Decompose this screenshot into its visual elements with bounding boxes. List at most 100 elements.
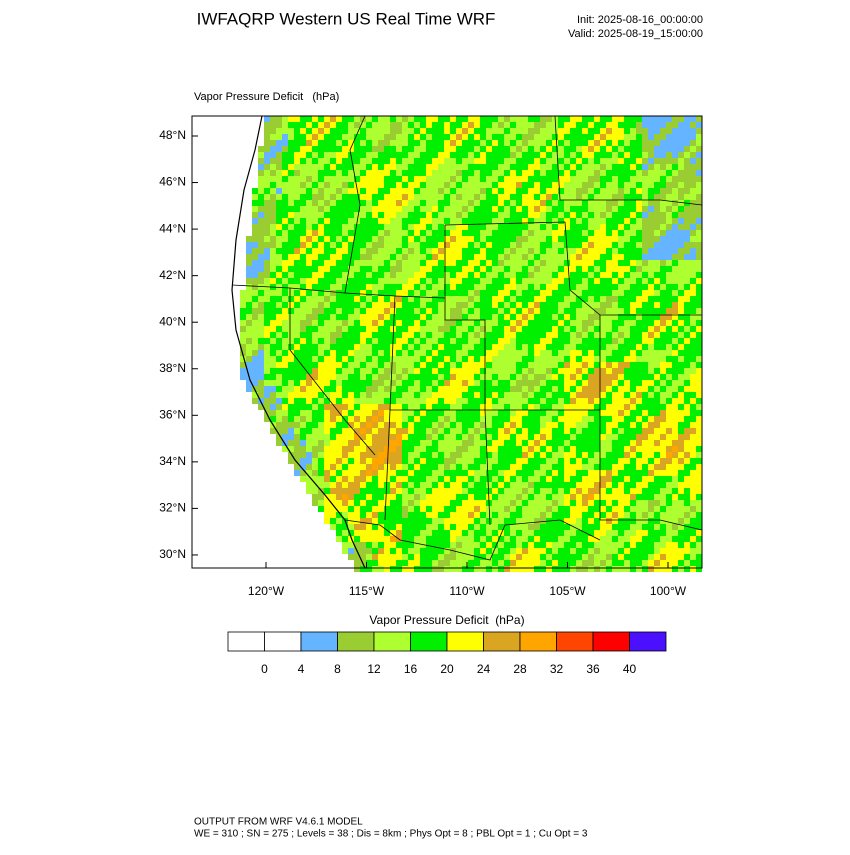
map-cell <box>684 380 690 386</box>
map-cell <box>456 290 462 296</box>
map-cell <box>528 188 534 194</box>
map-cell <box>240 158 246 164</box>
map-cell <box>222 350 228 356</box>
map-cell <box>624 434 630 440</box>
map-cell <box>282 236 288 242</box>
map-cell <box>234 284 240 290</box>
map-cell <box>228 140 234 146</box>
map-cell <box>348 362 354 368</box>
map-cell <box>660 398 666 404</box>
map-cell <box>510 380 516 386</box>
map-cell <box>240 374 246 380</box>
map-cell <box>354 134 360 140</box>
map-cell <box>420 206 426 212</box>
map-cell <box>456 200 462 206</box>
map-cell <box>288 368 294 374</box>
map-cell <box>402 272 408 278</box>
map-cell <box>648 434 654 440</box>
map-cell <box>384 278 390 284</box>
map-cell <box>222 314 228 320</box>
map-cell <box>612 362 618 368</box>
map-cell <box>648 428 654 434</box>
map-cell <box>258 176 264 182</box>
map-cell <box>264 248 270 254</box>
map-cell <box>624 146 630 152</box>
map-cell <box>432 158 438 164</box>
map-cell <box>420 320 426 326</box>
map-cell <box>552 230 558 236</box>
map-cell <box>282 290 288 296</box>
map-cell <box>516 458 522 464</box>
map-cell <box>240 266 246 272</box>
map-cell <box>432 212 438 218</box>
map-cell <box>252 368 258 374</box>
map-cell <box>456 116 462 122</box>
map-cell <box>558 272 564 278</box>
map-cell <box>642 302 648 308</box>
map-cell <box>594 368 600 374</box>
map-cell <box>402 356 408 362</box>
map-cell <box>294 326 300 332</box>
map-cell <box>642 284 648 290</box>
map-cell <box>330 122 336 128</box>
map-cell <box>390 260 396 266</box>
map-cell <box>348 374 354 380</box>
map-cell <box>504 350 510 356</box>
map-cell <box>516 278 522 284</box>
map-cell <box>282 260 288 266</box>
map-cell <box>498 170 504 176</box>
map-cell <box>546 320 552 326</box>
map-cell <box>300 296 306 302</box>
map-cell <box>204 224 210 230</box>
map-cell <box>510 446 516 452</box>
map-cell <box>204 392 210 398</box>
map-cell <box>456 302 462 308</box>
map-cell <box>444 134 450 140</box>
map-cell <box>636 260 642 266</box>
map-cell <box>630 302 636 308</box>
map-cell <box>222 272 228 278</box>
map-cell <box>420 236 426 242</box>
map-cell <box>414 128 420 134</box>
map-cell <box>480 194 486 200</box>
map-cell <box>234 164 240 170</box>
map-cell <box>330 260 336 266</box>
map-cell <box>498 362 504 368</box>
map-cell <box>270 266 276 272</box>
map-cell <box>390 386 396 392</box>
map-cell <box>270 230 276 236</box>
map-cell <box>354 392 360 398</box>
map-cell <box>588 458 594 464</box>
map-cell <box>666 116 672 122</box>
map-cell <box>642 308 648 314</box>
map-cell <box>372 290 378 296</box>
map-cell <box>522 302 528 308</box>
map-cell <box>618 320 624 326</box>
map-cell <box>294 152 300 158</box>
map-cell <box>228 440 234 446</box>
map-cell <box>456 452 462 458</box>
map-cell <box>654 194 660 200</box>
map-cell <box>414 440 420 446</box>
map-cell <box>606 446 612 452</box>
map-cell <box>450 392 456 398</box>
map-cell <box>282 140 288 146</box>
map-cell <box>660 308 666 314</box>
map-cell <box>678 296 684 302</box>
map-cell <box>414 362 420 368</box>
map-cell <box>528 422 534 428</box>
map-cell <box>318 152 324 158</box>
map-cell <box>552 452 558 458</box>
map-cell <box>306 254 312 260</box>
map-cell <box>618 410 624 416</box>
map-cell <box>618 416 624 422</box>
map-cell <box>414 212 420 218</box>
map-cell <box>474 122 480 128</box>
map-cell <box>252 206 258 212</box>
map-cell <box>294 116 300 122</box>
map-cell <box>264 224 270 230</box>
map-cell <box>396 320 402 326</box>
map-cell <box>426 164 432 170</box>
map-cell <box>444 332 450 338</box>
map-cell <box>372 362 378 368</box>
